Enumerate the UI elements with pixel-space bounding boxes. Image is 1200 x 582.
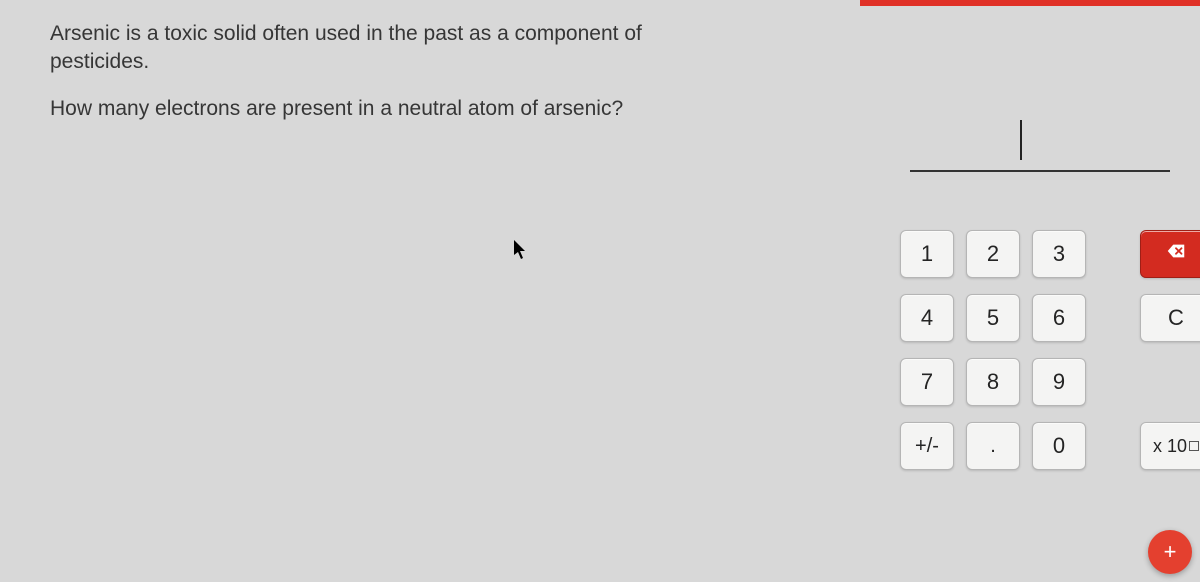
key-2[interactable]: 2 (966, 230, 1020, 278)
key-0[interactable]: 0 (1032, 422, 1086, 470)
answer-input-line[interactable] (910, 170, 1170, 172)
backspace-icon (1165, 240, 1187, 268)
key-6[interactable]: 6 (1032, 294, 1086, 342)
exponent-box-icon (1189, 441, 1199, 451)
key-decimal[interactable]: . (966, 422, 1020, 470)
question-line-1: Arsenic is a toxic solid often used in t… (50, 20, 680, 77)
key-backspace[interactable] (1140, 230, 1200, 278)
accent-top-border (860, 0, 1200, 6)
key-scientific-notation[interactable]: x 10 (1140, 422, 1200, 470)
key-7[interactable]: 7 (900, 358, 954, 406)
key-8[interactable]: 8 (966, 358, 1020, 406)
key-clear[interactable]: C (1140, 294, 1200, 342)
key-9[interactable]: 9 (1032, 358, 1086, 406)
key-3[interactable]: 3 (1032, 230, 1086, 278)
key-plus-minus[interactable]: +/- (900, 422, 954, 470)
key-1[interactable]: 1 (900, 230, 954, 278)
key-5[interactable]: 5 (966, 294, 1020, 342)
answer-cursor (1020, 120, 1022, 160)
cursor-icon (513, 240, 527, 260)
numeric-keypad: 1 2 3 4 5 6 C 7 8 9 +/- . 0 x 10 (900, 230, 1200, 470)
question-text: Arsenic is a toxic solid often used in t… (50, 20, 680, 141)
sci-label: x 10 (1153, 436, 1187, 457)
plus-icon: + (1164, 539, 1177, 565)
key-4[interactable]: 4 (900, 294, 954, 342)
question-line-2: How many electrons are present in a neut… (50, 95, 680, 123)
add-fab-button[interactable]: + (1148, 530, 1192, 574)
